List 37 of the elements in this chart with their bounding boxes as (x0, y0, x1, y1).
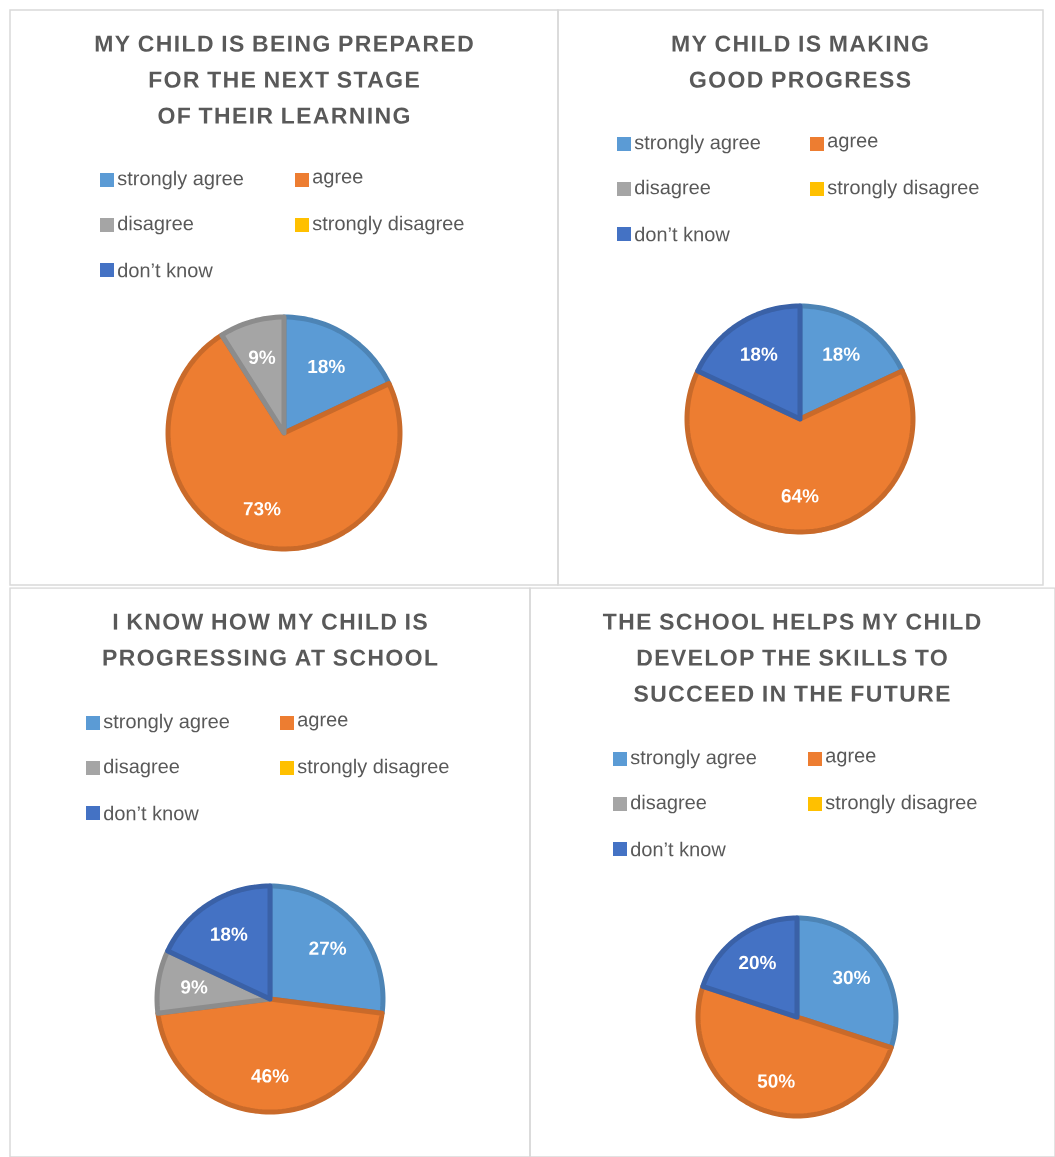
legend-label: disagree (118, 215, 193, 235)
data-label: 50% (757, 1074, 795, 1088)
data-label: 30% (832, 970, 870, 985)
data-label: 9% (248, 350, 276, 364)
legend-label: strongly agree (630, 749, 756, 769)
data-label: 20% (739, 955, 776, 970)
chart-title: THE SCHOOL HELPS MY CHILD DEVELOP THE SKILLS TO SUCCEED IN THE FUTURE (602, 613, 981, 702)
data-label: 18% (823, 347, 860, 361)
data-label: 64% (781, 489, 819, 503)
legend-label: agree (313, 172, 363, 188)
data-label: 18% (308, 359, 345, 374)
legend-label: don’t know (631, 841, 726, 857)
legend-label: disagree (635, 179, 710, 199)
legend-label: agree (828, 136, 878, 152)
legend-label: strongly agree (117, 170, 243, 190)
chart-title: I KNOW HOW MY CHILD IS PROGRESSING AT SCHOOL (103, 613, 438, 666)
legend-label: agree (826, 751, 876, 767)
legend-label: strongly disagree (312, 215, 464, 235)
legend-label: strongly agree (103, 713, 229, 733)
legend-label: don’t know (118, 262, 213, 278)
legend-label: strongly disagree (297, 758, 449, 778)
legend-label: disagree (631, 794, 706, 814)
data-label: 73% (243, 502, 281, 516)
data-label: 46% (251, 1069, 289, 1083)
legend-label: strongly agree (634, 134, 760, 154)
legend-label: don’t know (635, 226, 730, 242)
data-label: 9% (181, 980, 208, 994)
legend-label: don’t know (104, 805, 199, 821)
chart-title: MY CHILD IS MAKING GOOD PROGRESS (672, 35, 928, 88)
chart-title: MY CHILD IS BEING PREPARED FOR THE NEXT STAGE OF THEIR LEARNING (95, 35, 473, 124)
legend-label: strongly disagree (825, 794, 977, 814)
data-label: 27% (309, 941, 347, 955)
legend-label: strongly disagree (827, 179, 979, 199)
legend-label: disagree (104, 758, 179, 778)
legend-label: agree (298, 715, 348, 731)
data-label: 18% (741, 347, 778, 361)
data-label: 18% (211, 927, 248, 941)
